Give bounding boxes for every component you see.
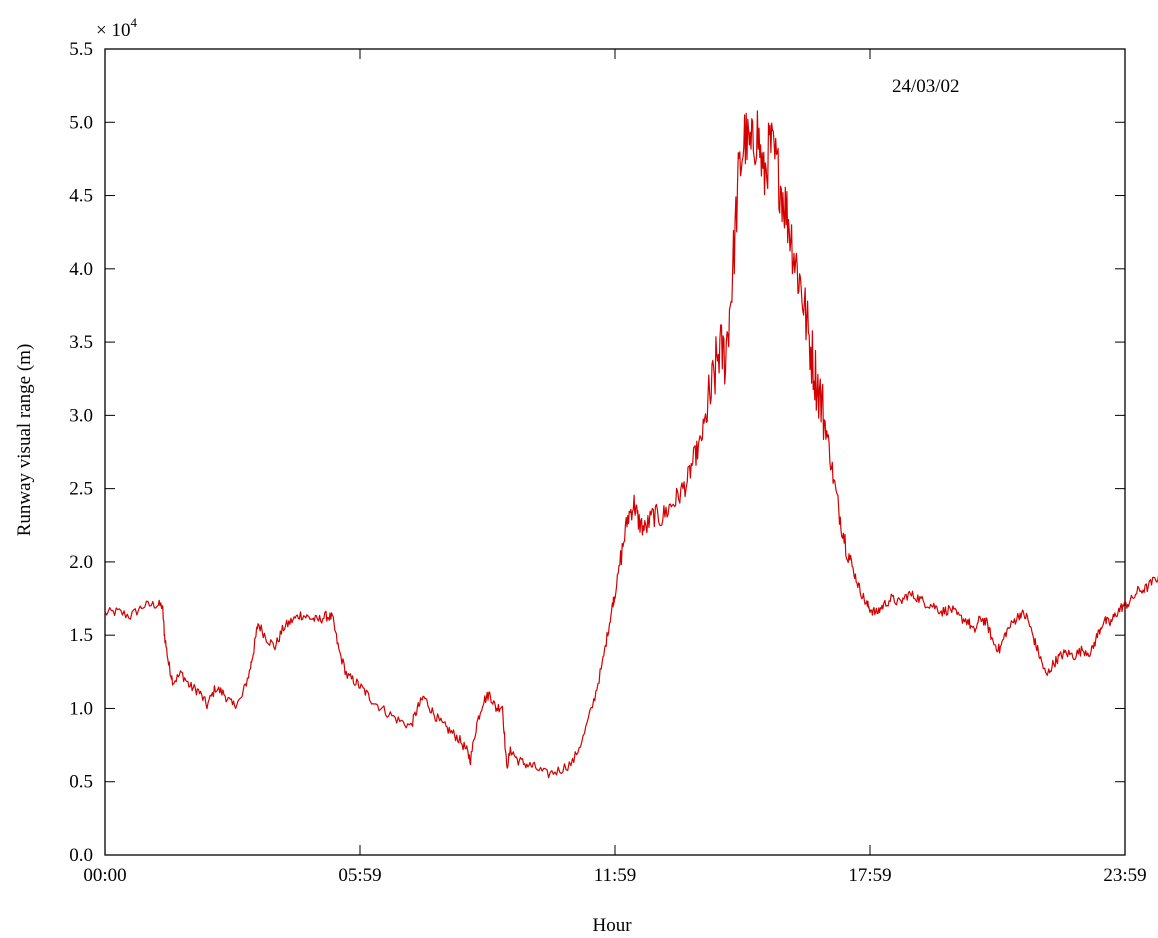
x-tick-label: 11:59 (594, 865, 637, 886)
y-tick-label: 4.0 (69, 259, 93, 280)
x-tick-label: 17:59 (848, 865, 891, 886)
y-axis: 0.0 0.5 1.0 1.5 2.0 2.5 3.0 3.5 4.0 4.5 5.0 5.5 (69, 39, 1125, 866)
plot-border (104, 48, 1126, 856)
date-annotation: 24/03/02 (892, 76, 960, 97)
y-tick-label: 5.0 (69, 112, 93, 133)
series-layer (104, 110, 1158, 779)
y-multiplier-base: × 10 (96, 20, 130, 41)
y-tick-label: 1.5 (69, 625, 93, 646)
x-tick-label: 23:59 (1103, 865, 1146, 886)
x-tick-label: 05:59 (338, 865, 381, 886)
y-tick-label: 3.0 (69, 405, 93, 426)
x-axis-title: Hour (592, 915, 632, 936)
y-axis-title: Runway visual range (m) (14, 344, 35, 537)
x-axis: 00:00 05:59 11:59 17:59 23:59 (83, 49, 1147, 886)
series-line-0 (104, 110, 1158, 779)
y-tick-label: 4.5 (69, 186, 93, 207)
y-tick-label: 2.0 (69, 552, 93, 573)
y-tick-label: 0.5 (69, 772, 93, 793)
y-tick-label: 3.5 (69, 332, 93, 353)
y-tick-label: 2.5 (69, 479, 93, 500)
y-tick-label: 5.5 (69, 39, 93, 60)
y-tick-label: 0.0 (69, 845, 93, 866)
plot-frame (104, 48, 1126, 856)
y-tick-label: 1.0 (69, 698, 93, 719)
y-multiplier-exponent: 4 (130, 15, 137, 30)
y-multiplier-label: × 104 (96, 15, 137, 41)
x-tick-label: 00:00 (83, 865, 126, 886)
